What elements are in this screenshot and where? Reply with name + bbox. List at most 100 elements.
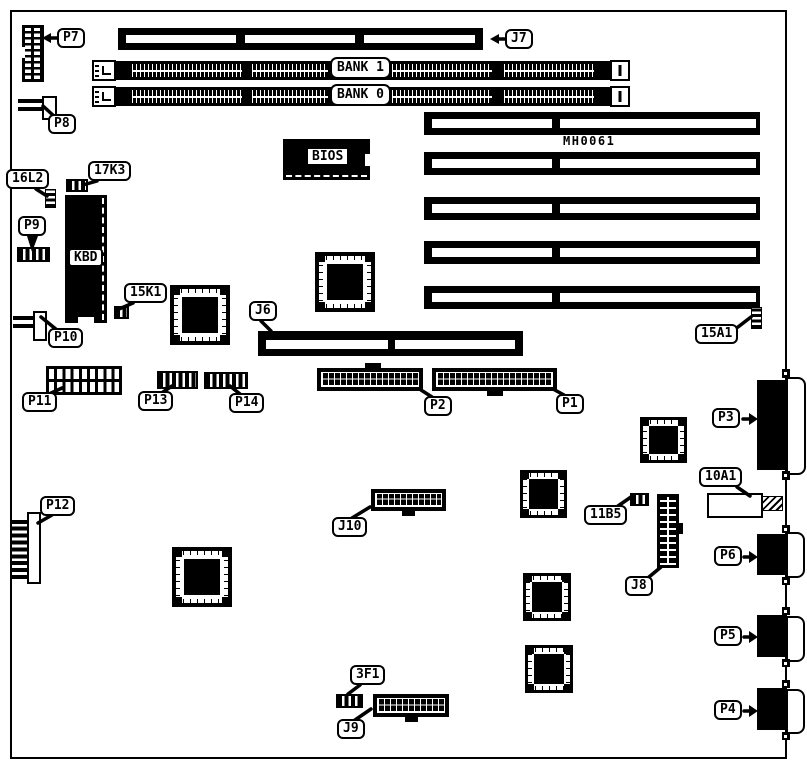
screw-lock	[782, 471, 790, 480]
screw-lock	[782, 732, 790, 740]
die-part	[182, 297, 218, 333]
grid-part	[375, 493, 442, 507]
component-11b5	[630, 493, 649, 506]
part-part	[364, 35, 475, 43]
board-code: MH0061	[563, 134, 616, 148]
die-part	[534, 654, 564, 684]
callout-j7: J7	[505, 29, 533, 49]
die-part	[529, 479, 558, 509]
part-part	[432, 248, 552, 257]
callout-bank0: BANK 0	[330, 84, 391, 106]
isa-slot-3	[424, 197, 760, 220]
connector-j9-key	[405, 716, 418, 722]
part-part	[560, 248, 756, 257]
p5-shell	[786, 616, 805, 662]
isa-slot-5	[424, 286, 760, 309]
connector-p7	[20, 25, 44, 82]
part-part	[126, 35, 236, 43]
callout-p14: P14	[229, 393, 265, 413]
isa-slot-2	[424, 152, 760, 175]
connector-p12-body	[27, 512, 41, 584]
connector-p13	[157, 371, 198, 389]
chip-qfp-e	[523, 573, 571, 621]
connector-j8	[657, 494, 683, 568]
p6-shell	[786, 532, 805, 578]
connector-j10-key	[402, 510, 415, 516]
callout-p12: P12	[40, 496, 76, 516]
screw-lock	[782, 680, 790, 688]
connector-p2-key	[365, 363, 381, 369]
hseg-part	[504, 64, 594, 77]
chip-qfp-a	[170, 285, 230, 345]
hseg-part	[392, 64, 492, 77]
screw-lock	[782, 659, 790, 667]
bios-chip: BIOS	[283, 139, 371, 180]
hseg-part	[252, 64, 328, 77]
connector-p10-body	[33, 311, 47, 341]
callout-bank1: BANK 1	[330, 57, 391, 79]
part-part	[560, 119, 756, 128]
screw-lock	[782, 607, 790, 615]
part-part	[560, 293, 756, 302]
isa-slot-4	[424, 241, 760, 264]
component-17k3	[66, 179, 88, 192]
chip-qfp-f	[525, 645, 573, 693]
latchL-part	[92, 60, 116, 81]
component-15a1	[751, 307, 762, 329]
lad-part	[660, 497, 676, 565]
chip-qfp-d	[520, 470, 567, 518]
connector-10a1	[707, 493, 763, 518]
callout-p3: P3	[712, 408, 740, 428]
callout-11b5: 11B5	[584, 505, 628, 525]
die-part	[184, 559, 220, 595]
connector-p12-pins	[12, 517, 28, 579]
callout-10a1: 10A1	[699, 467, 743, 487]
connector-p10-pins	[13, 316, 35, 328]
grid-part	[436, 372, 553, 387]
callout-p13: P13	[138, 391, 174, 411]
die-part	[327, 264, 363, 300]
callout-15k1: 15K1	[124, 283, 168, 303]
die-part	[532, 582, 562, 612]
bios-label: BIOS	[306, 147, 350, 166]
grid-part	[377, 698, 445, 713]
connector-p8-pins	[18, 99, 42, 111]
connector-p14	[204, 372, 248, 389]
part-part	[245, 35, 355, 43]
hseg-part	[132, 90, 242, 103]
callout-p6: P6	[714, 546, 742, 566]
latchR-part	[610, 86, 630, 107]
chip-qfp-g	[172, 547, 232, 607]
cells-part	[25, 28, 41, 79]
callout-p8: P8	[48, 114, 76, 134]
kbd-label: KBD	[68, 248, 104, 267]
jnotch-part	[679, 523, 683, 534]
latchL-part	[92, 86, 116, 107]
screw-lock	[782, 525, 790, 533]
callout-p5: P5	[714, 626, 742, 646]
latchR-part	[610, 60, 630, 81]
component-3f1	[336, 694, 363, 708]
chip-qfp-c	[640, 417, 687, 463]
part-part	[266, 340, 388, 349]
part-part	[560, 159, 756, 168]
part-part	[395, 340, 515, 349]
part-part	[432, 119, 552, 128]
callout-j10: J10	[332, 517, 368, 537]
callout-17k3: 17K3	[88, 161, 132, 181]
connector-p11	[46, 366, 122, 395]
slot-j7	[118, 28, 483, 50]
slot-j6	[258, 331, 523, 356]
chip-qfp-b	[315, 252, 375, 312]
component-15k1	[114, 306, 129, 319]
connector-p9	[17, 247, 50, 262]
kbd-chip: KBD	[65, 195, 107, 323]
part-part	[560, 204, 756, 213]
callout-p4: P4	[714, 700, 742, 720]
callout-p10: P10	[48, 328, 84, 348]
connector-j9	[373, 694, 449, 717]
hseg-part	[504, 90, 594, 103]
part-part	[432, 159, 552, 168]
hseg-part	[252, 90, 328, 103]
